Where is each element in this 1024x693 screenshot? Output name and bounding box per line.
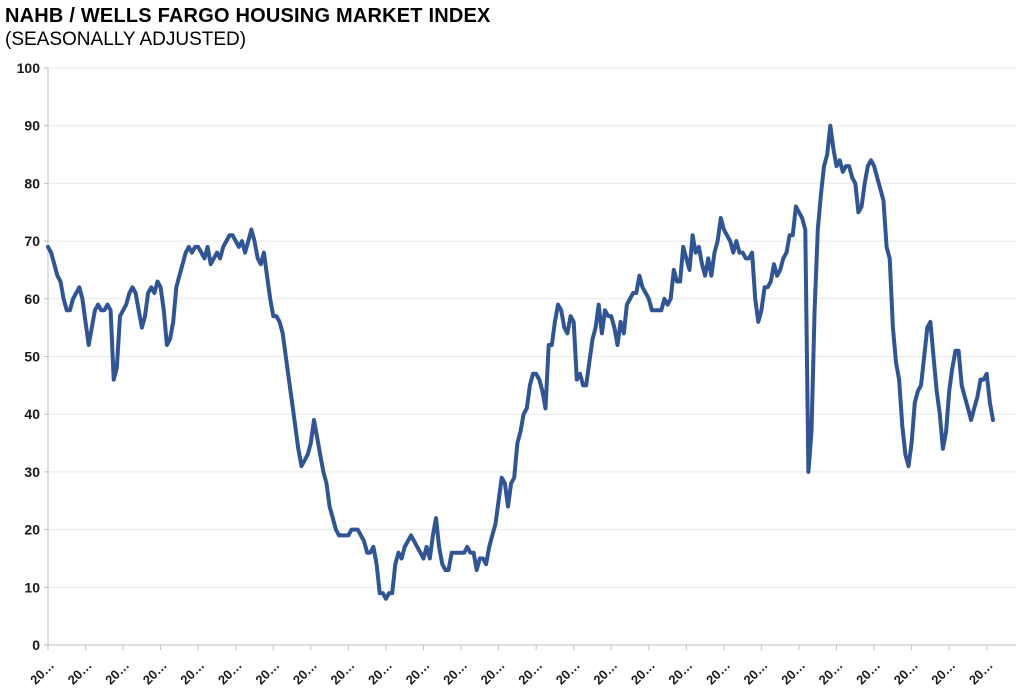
y-tick-label: 70 [24,233,40,249]
x-tick-label: 20… [816,658,846,688]
x-tick-label: 20… [440,658,470,688]
x-tick-label: 20… [853,658,883,688]
x-tick-label: 20… [365,658,395,688]
y-tick-label: 30 [24,464,40,480]
x-tick-label: 20… [553,658,583,688]
y-tick-label: 100 [17,60,41,76]
y-tick-label: 40 [24,406,40,422]
x-tick-label: 20… [290,658,320,688]
x-tick-label: 20… [177,658,207,688]
x-tick-label: 20… [703,658,733,688]
x-tick-label: 20… [741,658,771,688]
x-tick-label: 20… [928,658,958,688]
y-tick-label: 80 [24,175,40,191]
x-tick-label: 20… [215,658,245,688]
x-tick-label: 20… [891,658,921,688]
x-tick-label: 20… [590,658,620,688]
chart-title: NAHB / WELLS FARGO HOUSING MARKET INDEX [5,5,491,27]
y-tick-label: 20 [24,522,40,538]
y-axis-ticks: 0 10 20 30 40 50 60 70 80 90 100 [17,60,48,653]
x-tick-label: 20… [515,658,545,688]
x-tick-label: 20… [140,658,170,688]
gridlines [48,67,1016,588]
x-tick-label: 20… [966,658,996,688]
y-tick-label: 10 [24,579,40,595]
y-tick-label: 50 [24,349,40,365]
x-tick-label: 20… [27,658,57,688]
x-tick-label: 20… [778,658,808,688]
x-tick-label: 20… [478,658,508,688]
x-tick-label: 20… [65,658,95,688]
chart-header: NAHB / WELLS FARGO HOUSING MARKET INDEX … [5,4,491,52]
x-tick-label: 20… [252,658,282,688]
hmi-series-line [46,123,995,601]
x-tick-label: 20… [403,658,433,688]
x-axis-ticks: 20… 20… 20… 20… 20… 20… 20… 20… 20… 20… 20… 20… 20… 2… [27,645,996,688]
x-tick-label: 20… [665,658,695,688]
y-tick-label: 60 [24,291,40,307]
y-tick-label: 0 [32,637,40,653]
y-tick-label: 90 [24,118,40,134]
x-tick-label: 20… [327,658,357,688]
x-tick-label: 20… [102,658,132,688]
chart-subtitle: (SEASONALLY ADJUSTED) [5,29,247,50]
x-tick-label: 20… [628,658,658,688]
